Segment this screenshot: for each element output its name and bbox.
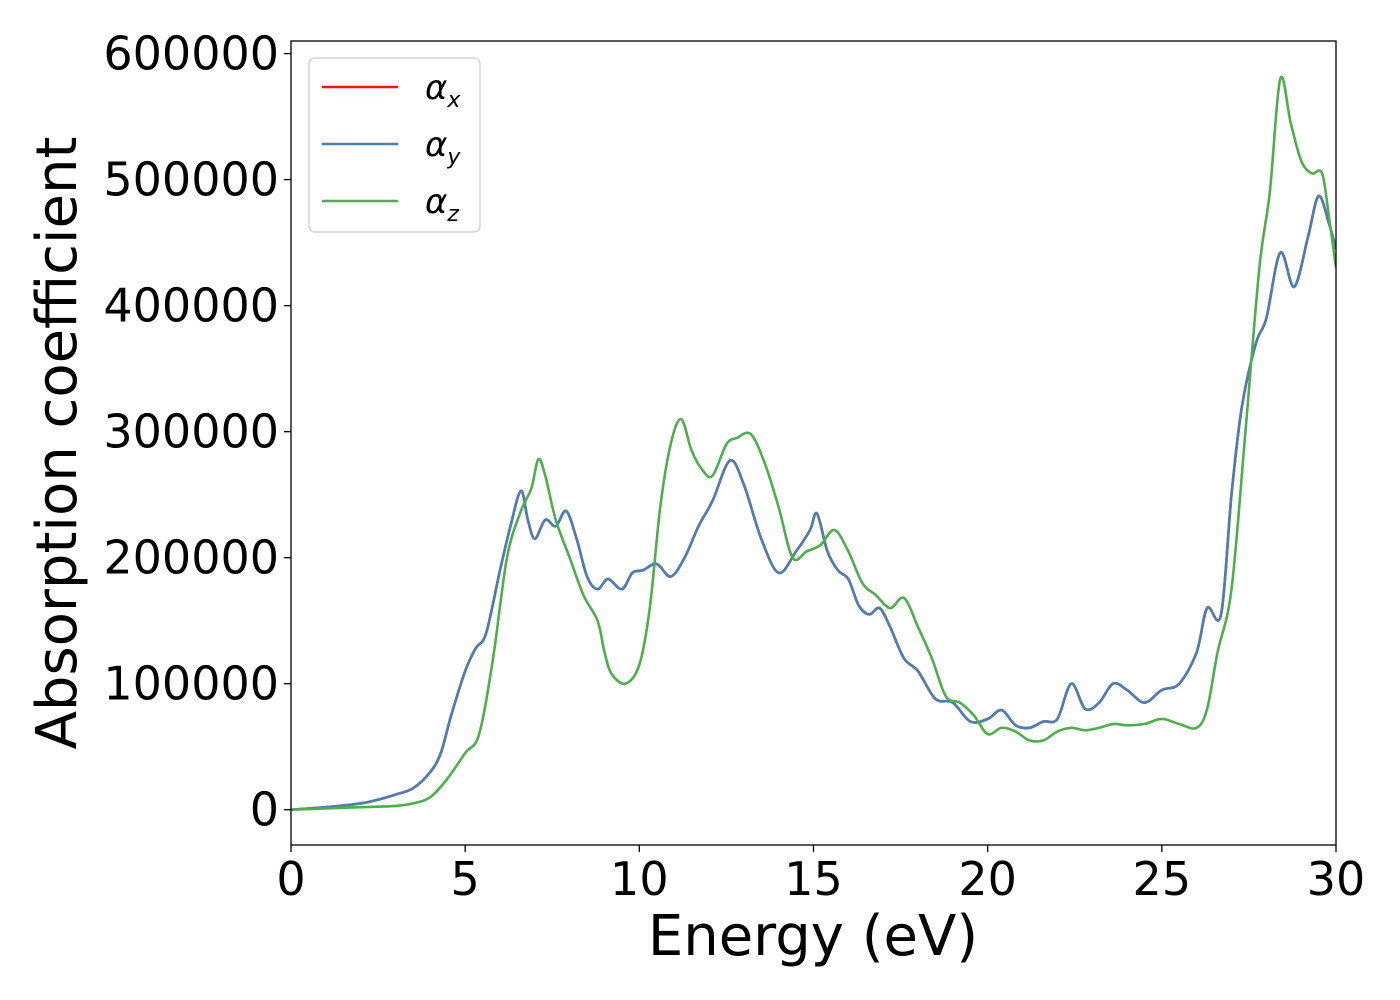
y-tick-label: 400000 [103,279,279,333]
y-tick-label: 600000 [103,27,279,81]
x-tick-label: 30 [1307,852,1366,906]
legend-symbol: α [425,182,447,222]
y-tick-label: 0 [250,783,279,837]
legend-subscript: z [446,202,459,227]
y-axis: 0 100000 200000 300000 400000 500000 600000 [103,27,291,837]
legend-symbol: α [425,125,447,165]
y-tick-label: 500000 [103,153,279,207]
x-tick-label: 15 [784,852,843,906]
plot-content [291,75,1336,812]
x-axis: 0 5 10 15 20 25 30 [276,845,1365,906]
x-tick-label: 0 [276,852,305,906]
series-line-αz [291,75,1336,812]
y-tick-label: 100000 [103,657,279,711]
legend-label-αx: αx [425,68,461,113]
legend-label-αy: αy [425,125,461,170]
y-axis-label: Absorption coefficient [25,137,90,750]
x-tick-label: 10 [610,852,669,906]
x-tick-label: 5 [451,852,480,906]
x-axis-label: Energy (eV) [648,904,978,969]
legend-subscript: y [446,145,461,170]
x-tick-label: 25 [1133,852,1192,906]
y-tick-label: 300000 [103,405,279,459]
legend-symbol: α [425,68,447,108]
legend-label-αz: αz [425,182,459,227]
y-tick-label: 200000 [103,531,279,585]
legend-subscript: x [446,88,461,113]
x-tick-label: 20 [958,852,1017,906]
series-line-αy [291,194,1336,812]
